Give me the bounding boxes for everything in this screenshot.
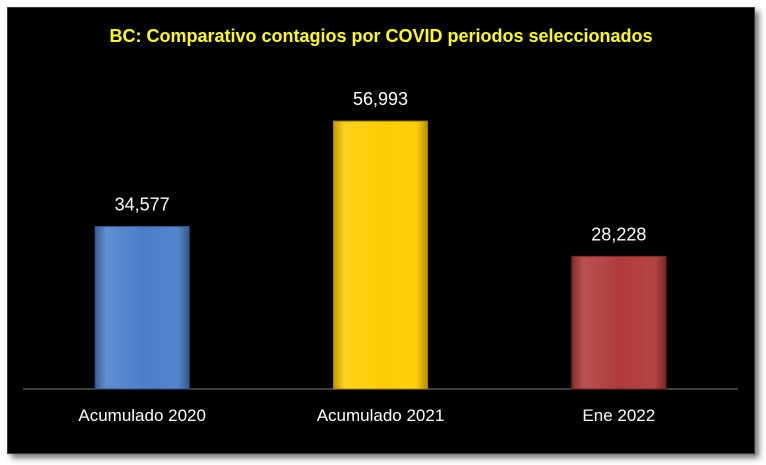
category-label-2: Ene 2022 [582,406,655,425]
category-label-1: Acumulado 2021 [317,406,445,425]
value-label-2: 28,228 [591,224,646,244]
bar-0 [94,225,190,390]
bars-group [94,120,667,390]
labels-group: 34,577 Acumulado 2020 56,993 Acumulado 2021… [78,89,655,425]
value-label-1: 56,993 [353,89,408,109]
category-label-0: Acumulado 2020 [78,406,206,425]
bar-2 [571,255,667,390]
value-label-0: 34,577 [115,194,170,214]
bar-1 [333,120,428,390]
chart-container: BC: Comparativo contagios por COVID peri… [7,7,755,454]
bar-chart: 34,577 Acumulado 2020 56,993 Acumulado 2021… [23,89,738,425]
chart-title: BC: Comparativo contagios por COVID peri… [109,26,653,46]
